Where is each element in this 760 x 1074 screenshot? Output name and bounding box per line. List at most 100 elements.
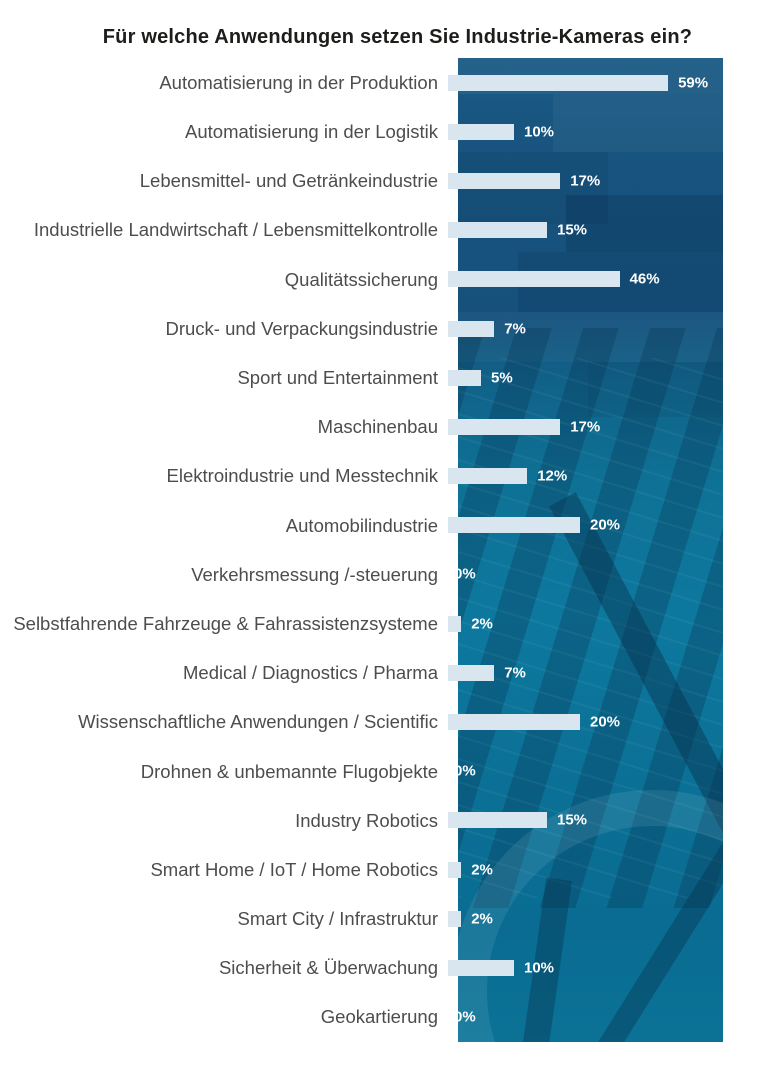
category-label: Industrielle Landwirtschaft / Lebensmitt…	[33, 219, 438, 241]
value-label: 2%	[471, 910, 493, 928]
bar	[448, 861, 462, 878]
category-label: Industry Robotics	[295, 809, 438, 831]
value-label: 15%	[557, 811, 588, 829]
chart-row: Verkehrsmessung /-steuerung 0%	[0, 550, 760, 599]
value-label: 59%	[678, 74, 709, 92]
bar-cell: 2%	[448, 845, 760, 894]
chart-row: Geokartierung 0%	[0, 993, 760, 1042]
value-label: 7%	[504, 664, 526, 682]
bar-cell: 15%	[448, 796, 760, 845]
category-label: Sicherheit & Überwachung	[218, 957, 438, 979]
bar	[448, 664, 495, 681]
value-label: 2%	[471, 861, 493, 879]
bar-cell: 10%	[448, 107, 760, 156]
category-label: Automatisierung in der Produktion	[159, 71, 438, 93]
chart-row: Industrielle Landwirtschaft / Lebensmitt…	[0, 206, 760, 255]
category-label: Qualitätssicherung	[284, 268, 438, 290]
bar-cell: 17%	[448, 156, 760, 205]
value-label: 10%	[524, 123, 555, 141]
value-label: 7%	[504, 320, 526, 338]
category-label: Lebensmittel- und Getränkeindustrie	[139, 170, 438, 192]
bar-cell: 7%	[448, 648, 760, 697]
bar-cell: 0%	[448, 747, 760, 796]
chart-row: Automatisierung in der Produktion 59%	[0, 58, 760, 107]
bar	[448, 959, 514, 976]
chart-row: Drohnen & unbemannte Flugobjekte 0%	[0, 747, 760, 796]
value-label: 2%	[471, 615, 493, 633]
bar	[448, 74, 669, 91]
category-label: Druck- und Verpackungsindustrie	[165, 317, 438, 339]
value-label: 20%	[590, 713, 621, 731]
bar-cell: 0%	[448, 993, 760, 1042]
bar	[448, 172, 561, 189]
chart-row: Lebensmittel- und Getränkeindustrie 17%	[0, 156, 760, 205]
category-label: Verkehrsmessung /-steuerung	[191, 563, 438, 585]
value-label: 15%	[557, 221, 588, 239]
bar-cell: 10%	[448, 943, 760, 992]
chart-row: Automatisierung in der Logistik 10%	[0, 107, 760, 156]
value-label: 0%	[454, 762, 476, 780]
value-label: 12%	[537, 467, 568, 485]
chart-row: Sicherheit & Überwachung 10%	[0, 943, 760, 992]
bar	[448, 369, 481, 386]
chart-row: Smart Home / IoT / Home Robotics 2%	[0, 845, 760, 894]
bar-cell: 20%	[448, 501, 760, 550]
bar-cell: 2%	[448, 599, 760, 648]
bar-cell: 17%	[448, 402, 760, 451]
bar	[448, 714, 580, 731]
category-label: Selbstfahrende Fahrzeuge & Fahrassistenz…	[13, 612, 438, 634]
chart-row: Medical / Diagnostics / Pharma 7%	[0, 648, 760, 697]
chart-row: Industry Robotics 15%	[0, 796, 760, 845]
bar	[448, 615, 462, 632]
chart-row: Wissenschaftliche Anwendungen / Scientif…	[0, 697, 760, 746]
chart-row: Maschinenbau 17%	[0, 402, 760, 451]
bar	[448, 418, 561, 435]
bar-cell: 2%	[448, 894, 760, 943]
bar	[448, 910, 462, 927]
chart-row: Sport und Entertainment 5%	[0, 353, 760, 402]
category-label: Smart Home / IoT / Home Robotics	[150, 858, 438, 880]
chart-row: Elektroindustrie und Messtechnik 12%	[0, 452, 760, 501]
bar-cell: 12%	[448, 452, 760, 501]
chart-row: Selbstfahrende Fahrzeuge & Fahrassistenz…	[0, 599, 760, 648]
chart-row: Qualitätssicherung 46%	[0, 255, 760, 304]
chart-row: Druck- und Verpackungsindustrie 7%	[0, 304, 760, 353]
category-label: Wissenschaftliche Anwendungen / Scientif…	[78, 711, 438, 733]
value-label: 0%	[454, 1008, 476, 1026]
bar	[448, 320, 495, 337]
category-label: Medical / Diagnostics / Pharma	[183, 662, 438, 684]
bar-cell: 15%	[448, 206, 760, 255]
chart-row: Smart City / Infrastruktur 2%	[0, 894, 760, 943]
bar-cell: 0%	[448, 550, 760, 599]
category-label: Automobilindustrie	[285, 514, 438, 536]
bar	[448, 123, 514, 140]
chart-rows: Automatisierung in der Produktion 59% Auto…	[0, 58, 760, 1042]
bar	[448, 812, 547, 829]
value-label: 5%	[491, 369, 513, 387]
bar	[448, 271, 620, 288]
bar	[448, 222, 547, 239]
bar-cell: 7%	[448, 304, 760, 353]
category-label: Sport und Entertainment	[237, 367, 438, 388]
category-label: Maschinenbau	[317, 416, 438, 438]
background-mosaic-patch	[588, 362, 723, 417]
bar-cell: 46%	[448, 255, 760, 304]
bar	[448, 468, 528, 485]
value-label: 17%	[570, 418, 601, 436]
value-label: 0%	[454, 565, 476, 583]
category-label: Geokartierung	[320, 1006, 438, 1028]
category-label: Drohnen & unbemannte Flugobjekte	[140, 760, 438, 782]
background-mosaic-patch	[566, 195, 723, 252]
category-label: Smart City / Infrastruktur	[237, 908, 438, 930]
bar-cell: 20%	[448, 697, 760, 746]
chart-row: Automobilindustrie 20%	[0, 501, 760, 550]
value-label: 20%	[590, 516, 621, 534]
chart-title: Für welche Anwendungen setzen Sie Indust…	[102, 26, 693, 48]
value-label: 46%	[629, 270, 660, 288]
bar-cell: 5%	[448, 353, 760, 402]
value-label: 10%	[524, 959, 555, 977]
category-label: Elektroindustrie und Messtechnik	[166, 465, 438, 487]
background-mosaic-patch	[553, 94, 723, 152]
bar-cell: 59%	[448, 58, 760, 107]
category-label: Automatisierung in der Logistik	[185, 121, 438, 143]
